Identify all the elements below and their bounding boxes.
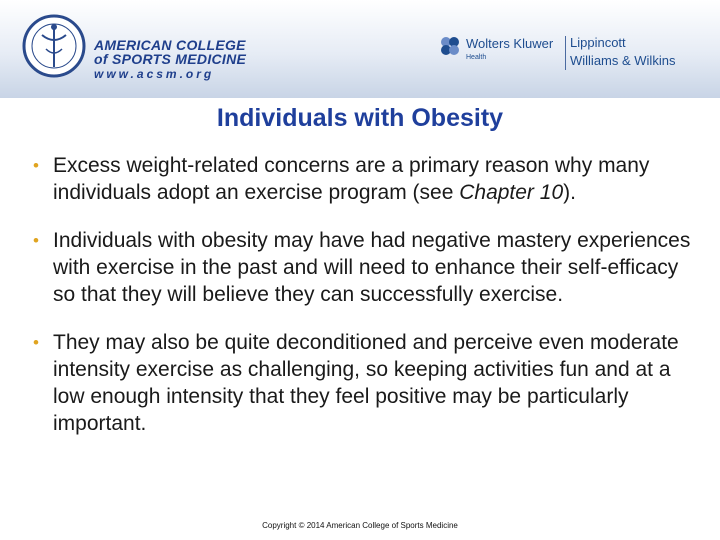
imprint-line1: Lippincott [570, 35, 626, 50]
bullet-marker: • [33, 156, 39, 175]
acsm-wordmark: AMERICAN COLLEGE of SPORTS MEDICINE www.… [94, 38, 246, 82]
wolters-kluwer-logo-icon [441, 37, 459, 55]
slide-header: AMERICAN COLLEGE of SPORTS MEDICINE www.… [0, 0, 720, 98]
bullet-text-emphasis: Chapter 10 [459, 181, 564, 204]
bullet-list: • Excess weight-related concerns are a pr… [33, 152, 703, 458]
bullet-text: Individuals with obesity may have had ne… [53, 229, 691, 306]
acsm-website: www.acsm.org [94, 67, 215, 81]
publisher-name: Wolters Kluwer [466, 36, 554, 51]
slide-title: Individuals with Obesity [216, 104, 504, 132]
bullet-text: Excess weight-related concerns are a pri… [53, 154, 650, 204]
bullet-marker: • [33, 231, 39, 250]
publisher-divider [565, 36, 566, 70]
publisher-division: Health [466, 54, 487, 61]
copyright-footer: Copyright © 2014 American College of Spo… [262, 521, 458, 530]
imprint-line2: Williams & Wilkins [570, 53, 676, 68]
bullet-item: • Individuals with obesity may have had n… [33, 227, 703, 308]
acsm-seal-logo [22, 14, 86, 78]
acsm-name-line2: of SPORTS MEDICINE [94, 51, 247, 67]
bullet-text: They may also be quite deconditioned and… [53, 331, 679, 435]
imprint-wordmark: Lippincott Williams & Wilkins [570, 34, 675, 70]
bullet-item: • They may also be quite deconditioned an… [33, 329, 703, 437]
bullet-item: • Excess weight-related concerns are a pr… [33, 152, 703, 206]
acsm-name-line1: AMERICAN COLLEGE [94, 37, 246, 53]
bullet-marker: • [33, 333, 39, 352]
bullet-text-tail: ). [563, 181, 576, 204]
